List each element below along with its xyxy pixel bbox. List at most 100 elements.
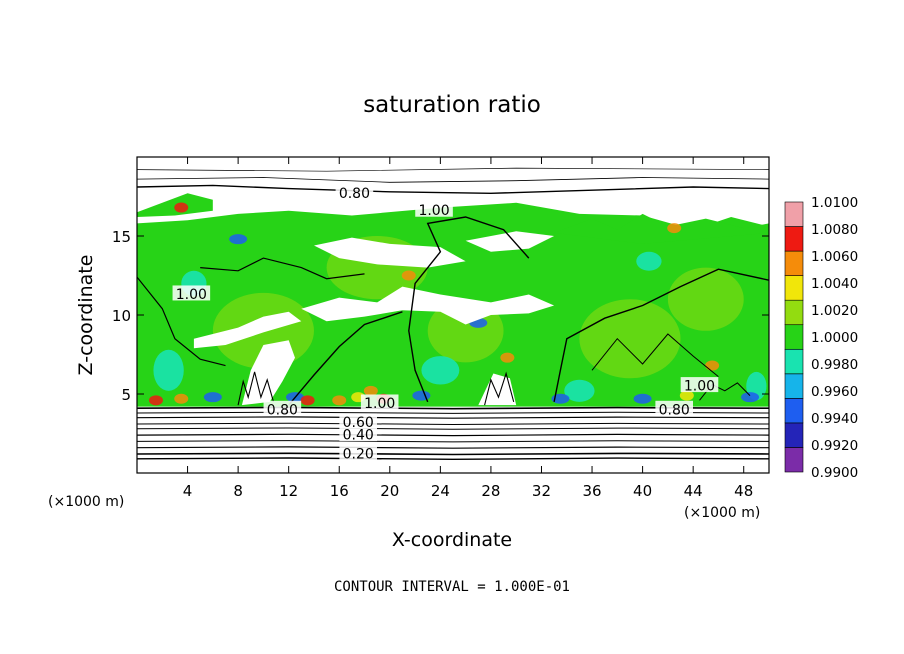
contour-lines — [137, 167, 769, 461]
clear-air-region — [241, 340, 295, 406]
clear-air-region — [314, 237, 466, 268]
colorbar-swatch — [784, 398, 804, 424]
contour-line — [137, 452, 769, 456]
cloud-region-top-left — [137, 193, 213, 217]
supersaturated-patch — [332, 395, 347, 406]
colorbar-label: 1.0100 — [811, 195, 858, 211]
colorbar-swatch — [784, 250, 804, 276]
colorbar-label: 0.9980 — [811, 357, 858, 373]
colorbar-label: 0.9940 — [811, 411, 858, 427]
contour-label-bg — [335, 184, 374, 200]
cyan-patch — [153, 349, 184, 391]
chart-title: saturation ratio — [363, 92, 541, 118]
contour-line — [408, 216, 530, 403]
colorbar-swatch — [784, 373, 804, 399]
blue-patch — [229, 234, 248, 245]
colorbar-label: 1.0040 — [811, 276, 858, 292]
contour-label: 0.80 — [659, 402, 690, 418]
contour-line — [137, 457, 769, 461]
supersaturated-patch — [148, 395, 163, 406]
colorbar-label: 1.0080 — [811, 222, 858, 238]
colorbar-swatch — [784, 422, 804, 448]
y-tick-label: 15 — [112, 228, 131, 246]
contour-label: 0.80 — [339, 186, 370, 202]
supersaturated-patch — [679, 390, 694, 401]
colorbar-swatch — [784, 324, 804, 350]
contour-line — [137, 427, 769, 430]
contour-label-bg — [339, 445, 377, 461]
colorbar-label: 1.0000 — [811, 330, 858, 346]
cyan-patch — [421, 356, 460, 385]
contour-line — [137, 276, 226, 367]
contour-label: 0.60 — [343, 415, 374, 431]
colorbar-swatch — [784, 447, 804, 473]
x-tick-label: 28 — [481, 482, 500, 500]
contour-label-bg — [680, 377, 719, 393]
y-axis-ticks: 5 10 15 — [112, 228, 769, 404]
y-tick-label: 5 — [121, 386, 131, 404]
supersaturated-patch — [401, 270, 416, 281]
contour-label-bg — [360, 394, 399, 410]
clear-air-region — [478, 373, 517, 406]
contour-line — [137, 167, 769, 172]
colorbar: 0.9900 0.9920 0.9940 0.9960 0.9980 1.0000 1.00… — [784, 195, 858, 481]
supersaturated-patch — [500, 352, 515, 363]
contour-label-bg — [263, 400, 302, 416]
contour-line — [591, 333, 719, 377]
contour-label-bg — [339, 426, 377, 442]
contour-label: 1.00 — [684, 379, 715, 395]
contour-label: 1.00 — [418, 203, 449, 219]
contour-label: 0.40 — [343, 428, 374, 444]
contour-line — [137, 433, 769, 437]
supersaturated-patch — [174, 393, 189, 404]
contour-line — [137, 184, 769, 195]
contour-line — [137, 422, 769, 426]
colorbar-swatch — [784, 348, 804, 375]
contour-line — [484, 371, 515, 406]
contour-line — [237, 371, 275, 406]
clear-air-region — [137, 191, 150, 205]
contour-interval-note: CONTOUR INTERVAL = 1.000E-01 — [334, 579, 570, 595]
colorbar-swatch — [784, 275, 804, 301]
light-green-patch — [667, 267, 744, 331]
cyan-patch — [564, 379, 595, 402]
contour-line — [137, 440, 769, 443]
contour-label: 0.80 — [267, 402, 298, 418]
x-tick-label: 48 — [734, 482, 753, 500]
supersaturated-patch — [363, 385, 378, 396]
contour-line — [137, 446, 769, 449]
x-axis-ticks: 4 8 12 16 20 24 28 32 36 40 44 48 — [183, 157, 753, 500]
contour-label: 0.20 — [343, 447, 374, 463]
x-axis-label: X-coordinate — [392, 529, 512, 551]
contour-line — [137, 177, 769, 183]
supersaturated-patch — [174, 202, 189, 213]
contour-label: 1.00 — [176, 287, 207, 303]
colorbar-label: 1.0060 — [811, 249, 858, 265]
contour-label-bg — [172, 285, 211, 301]
x-tick-label: 16 — [330, 482, 349, 500]
colorbar-swatch — [784, 299, 804, 326]
saturation-field — [137, 191, 769, 407]
supersaturated-patch — [705, 360, 720, 371]
blue-patch — [741, 392, 760, 403]
y-axis-label: Z-coordinate — [75, 255, 97, 376]
supersaturated-patch — [667, 223, 682, 234]
y-tick-label: 10 — [112, 307, 131, 325]
clear-air-region — [301, 286, 555, 325]
clear-air-region — [193, 311, 302, 349]
x-tick-label: 12 — [279, 482, 298, 500]
blue-patch — [412, 390, 431, 401]
clear-air-region — [465, 231, 555, 252]
x-tick-label: 36 — [582, 482, 601, 500]
x-tick-label: 20 — [380, 482, 399, 500]
contour-label-bg — [339, 413, 377, 429]
colorbar-label: 1.0020 — [811, 303, 858, 319]
x-unit-right: (×1000 m) — [684, 505, 760, 521]
x-tick-label: 24 — [431, 482, 450, 500]
contour-label-bg — [415, 201, 453, 217]
x-tick-label: 32 — [532, 482, 551, 500]
x-unit-left: (×1000 m) — [48, 494, 124, 510]
x-tick-label: 4 — [183, 482, 193, 500]
contour-line — [553, 268, 769, 403]
